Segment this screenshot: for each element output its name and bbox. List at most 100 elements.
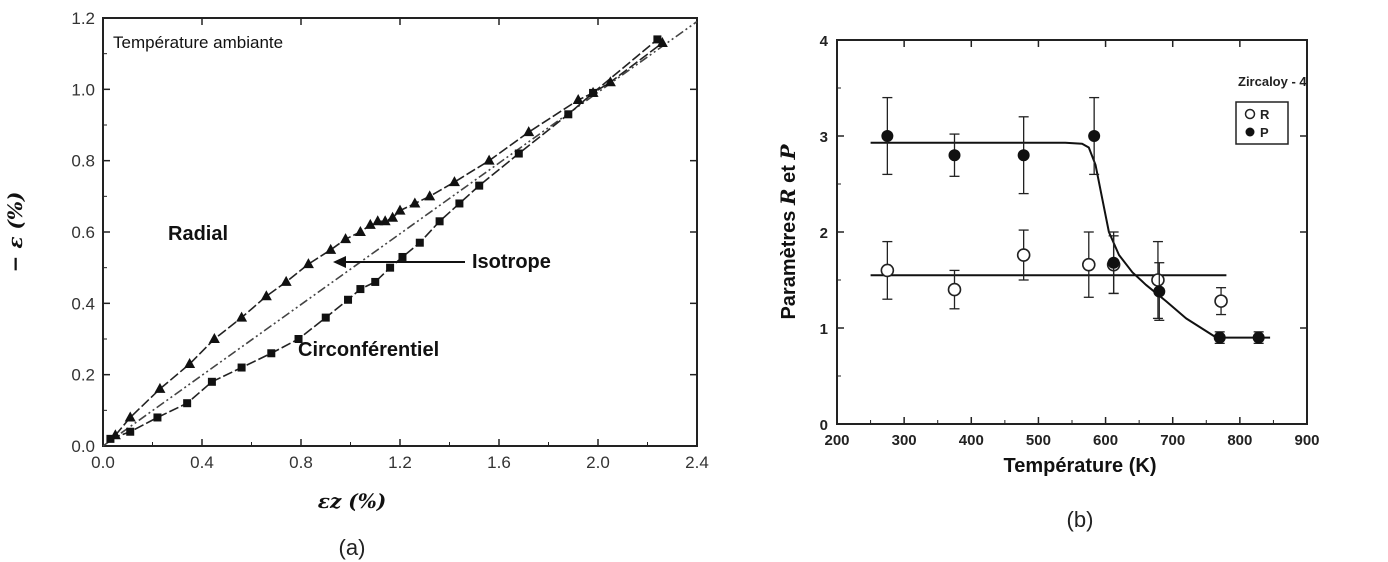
radial-point <box>364 218 376 229</box>
ylabel-part-4: P <box>776 143 800 160</box>
p-point <box>1088 130 1101 142</box>
series-line-isotrope <box>102 20 698 447</box>
panel-b-legend: Zircaloy - 4 R P <box>1235 74 1307 145</box>
radial-point <box>302 258 314 269</box>
y-tick-label: 1.2 <box>71 9 95 28</box>
radial-point <box>572 94 584 105</box>
circonferentiel-point <box>356 285 365 294</box>
y-tick-label: 0.4 <box>71 294 95 313</box>
y-tick-label: 3 <box>820 129 828 146</box>
circonferentiel-point <box>435 217 444 226</box>
radial-point <box>656 36 668 47</box>
radial-point <box>325 243 337 254</box>
radial-point <box>236 311 248 322</box>
x-tick-label: 900 <box>1294 432 1319 449</box>
circonferentiel-point <box>153 413 162 422</box>
radial-point <box>340 233 352 244</box>
y-tick-label: 0.0 <box>71 437 95 456</box>
legend-r-marker <box>1244 108 1256 120</box>
x-tick-label: 500 <box>1026 432 1051 449</box>
radial-point <box>124 411 136 422</box>
x-tick-label: 0.4 <box>190 453 214 472</box>
panel-a-markers <box>106 35 668 443</box>
r-point <box>1081 257 1096 272</box>
radial-point <box>260 290 272 301</box>
radial-point <box>387 211 399 222</box>
x-tick-label: 1.6 <box>487 453 511 472</box>
x-tick-label: 600 <box>1093 432 1118 449</box>
panel-a-series <box>102 20 698 447</box>
x-tick-label: 300 <box>892 432 917 449</box>
circonferentiel-point <box>564 110 573 119</box>
circonferentiel-point <box>653 35 662 44</box>
x-tick-label: 700 <box>1160 432 1185 449</box>
x-tick-label: 800 <box>1227 432 1252 449</box>
p-point <box>1153 285 1166 298</box>
circonferentiel-point <box>267 349 276 358</box>
circonferentiel-point <box>106 434 115 443</box>
y-tick-label: 0.2 <box>71 366 95 385</box>
circonferentiel-point <box>386 263 395 272</box>
legend-box <box>1235 101 1289 145</box>
circonferentiel-point <box>455 199 464 208</box>
panel-b-y-ticks: 0 1 2 3 4 <box>820 33 1307 434</box>
circonferentiel-point <box>589 88 598 97</box>
panel-a-x-axis-label: εz (%) <box>318 489 386 513</box>
panel-b-parameters-plot: 200 300 400 500 600 700 800 900 0 1 2 3 4 Zircaloy … <box>776 33 1320 532</box>
p-point <box>1107 256 1120 269</box>
y-tick-label: 4 <box>820 33 829 50</box>
annotation-condition: Température ambiante <box>113 33 283 52</box>
circonferentiel-point <box>398 252 407 261</box>
radial-point <box>372 215 384 226</box>
p-point <box>881 130 894 142</box>
legend-p-label: P <box>1260 125 1269 140</box>
ylabel-part-1: Paramètres <box>778 205 800 320</box>
circonferentiel-point <box>371 277 380 286</box>
radial-point <box>184 357 196 368</box>
x-tick-label: 200 <box>824 432 849 449</box>
circonferentiel-point <box>126 427 135 436</box>
panel-b-frame <box>836 39 1308 425</box>
radial-point <box>604 76 616 87</box>
panel-a-y-axis-label: − ε (%) <box>3 192 27 273</box>
series-line-radial <box>114 42 663 436</box>
radial-point <box>154 382 166 393</box>
x-tick-label: 2.4 <box>685 453 709 472</box>
panel-b-caption: (b) <box>1067 507 1094 532</box>
radial-point <box>523 126 535 137</box>
annotation-circonferentiel: Circonférentiel <box>298 339 439 361</box>
panel-b-y-axis-label: Paramètres R et P <box>776 143 800 319</box>
p-point <box>1213 331 1226 344</box>
radial-point <box>424 190 436 201</box>
r-point <box>1016 248 1031 262</box>
annotation-isotrope: Isotrope <box>472 251 551 273</box>
circonferentiel-point <box>475 181 484 190</box>
legend-r-label: R <box>1260 107 1270 122</box>
r-point <box>1151 273 1165 287</box>
y-tick-label: 1 <box>820 321 828 338</box>
y-tick-label: 0.8 <box>71 152 95 171</box>
p-point <box>948 149 961 162</box>
radial-point <box>394 204 406 215</box>
annotation-radial: Radial <box>168 223 228 245</box>
x-tick-label: 0.8 <box>289 453 313 472</box>
radial-point <box>280 275 292 286</box>
radial-point <box>208 333 220 343</box>
circonferentiel-point <box>415 238 424 247</box>
panel-b-x-ticks: 200 300 400 500 600 700 800 900 <box>824 40 1320 449</box>
circonferentiel-point <box>294 335 303 343</box>
panel-b-x-axis-label: Température (K) <box>1004 455 1157 477</box>
isotrope-arrow-head <box>333 256 346 268</box>
p-point <box>1252 331 1265 344</box>
legend-p-marker <box>1245 127 1255 137</box>
y-tick-label: 0 <box>820 417 828 434</box>
series-line-circonférentiel <box>110 38 658 440</box>
x-tick-label: 0.0 <box>91 453 115 472</box>
y-tick-label: 0.6 <box>71 223 95 242</box>
r-point <box>947 282 962 297</box>
p-point <box>1017 149 1030 162</box>
circonferentiel-point <box>207 377 216 386</box>
y-tick-label: 1.0 <box>71 80 95 99</box>
panel-a-y-ticks: 0.0 0.2 0.4 0.6 0.8 1.0 1.2 <box>71 9 697 456</box>
